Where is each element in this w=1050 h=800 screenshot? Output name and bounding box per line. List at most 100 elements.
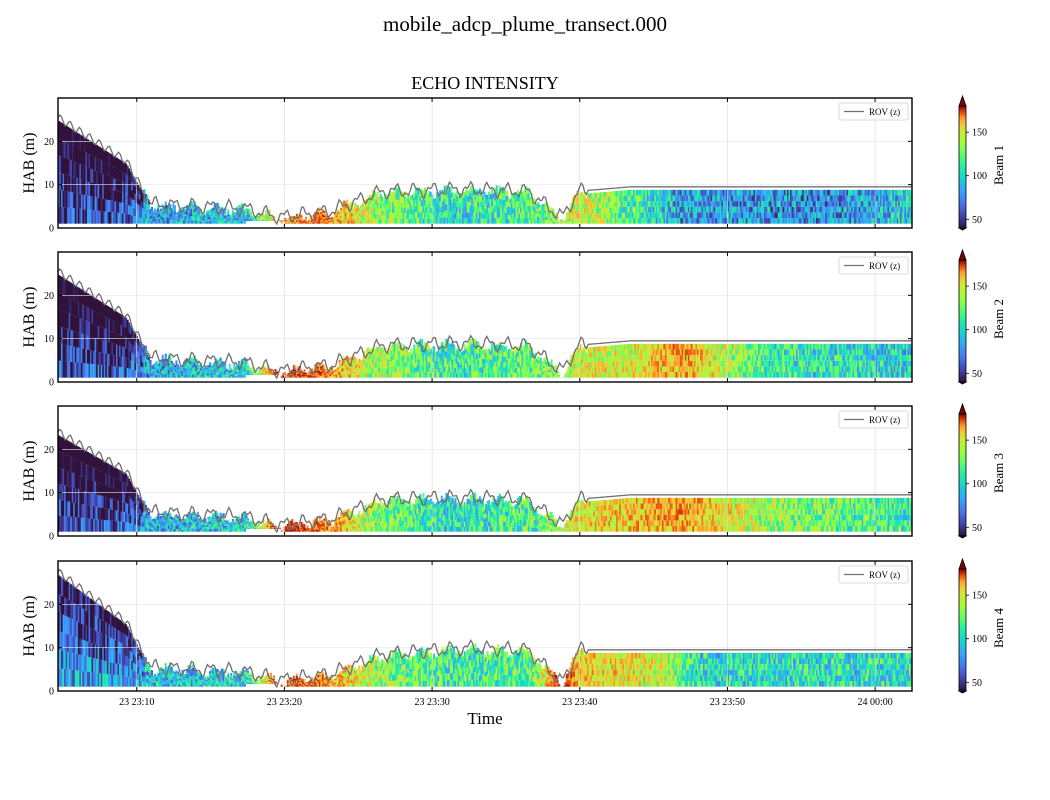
- heatmap-cell: [317, 221, 320, 224]
- heatmap-cell: [337, 370, 340, 373]
- heatmap-cell: [259, 219, 262, 222]
- heatmap-cell: [175, 363, 178, 367]
- heatmap-cell: [244, 211, 247, 215]
- heatmap-cell: [600, 207, 603, 214]
- heatmap-cell: [294, 222, 297, 224]
- heatmap-cell: [149, 360, 152, 363]
- heatmap-cell: [183, 213, 186, 216]
- heatmap-cell: [344, 212, 347, 217]
- heatmap-cell: [587, 203, 590, 209]
- heatmap-cell: [321, 209, 324, 212]
- heatmap-cell: [581, 213, 584, 219]
- heatmap-cell: [385, 369, 388, 374]
- heatmap-cell: [446, 204, 449, 211]
- heatmap-cell: [129, 368, 132, 378]
- heatmap-cell: [138, 359, 141, 366]
- heatmap-cell: [208, 219, 211, 222]
- heatmap-cell: [600, 197, 603, 203]
- heatmap-cell: [369, 368, 372, 374]
- heatmap-cell: [593, 218, 596, 224]
- heatmap-cell: [312, 372, 315, 374]
- heatmap-cell: [497, 196, 500, 202]
- heatmap-cell: [428, 202, 431, 208]
- heatmap-columns: [58, 121, 913, 224]
- heatmap-cell: [878, 195, 881, 202]
- heatmap-cell: [520, 212, 523, 219]
- heatmap-cell: [393, 347, 396, 354]
- heatmap-cell: [805, 218, 808, 224]
- heatmap-cell: [111, 366, 114, 378]
- heatmap-cell: [254, 373, 257, 375]
- heatmap-cell: [596, 197, 599, 203]
- heatmap-cell: [410, 195, 413, 201]
- heatmap-cell: [889, 212, 892, 219]
- heatmap-cell: [587, 208, 590, 214]
- heatmap-cell: [463, 349, 466, 356]
- heatmap-cell: [387, 208, 390, 214]
- heatmap-cell: [570, 216, 573, 221]
- heatmap-cell: [106, 211, 109, 224]
- heatmap-cell: [74, 331, 77, 347]
- heatmap-cell: [73, 192, 76, 209]
- heatmap-cell: [463, 197, 466, 203]
- heatmap-cell: [361, 217, 364, 221]
- heatmap-cell: [574, 210, 577, 215]
- heatmap-cell: [742, 195, 745, 202]
- heatmap-cell: [462, 359, 465, 365]
- heatmap-cell: [263, 372, 266, 374]
- heatmap-cell: [495, 204, 498, 211]
- heatmap-cell: [315, 221, 318, 224]
- heatmap-cell: [257, 218, 260, 220]
- heatmap-cell: [553, 219, 556, 222]
- heatmap-cell: [729, 189, 732, 196]
- heatmap-cell: [213, 375, 216, 378]
- heatmap-cell: [628, 206, 631, 213]
- heatmap-cell: [741, 206, 744, 213]
- heatmap-cell: [379, 213, 382, 219]
- heatmap-cell: [466, 190, 469, 196]
- heatmap-cell: [895, 218, 898, 224]
- heatmap-cell: [225, 373, 228, 375]
- heatmap-cell: [841, 189, 844, 196]
- heatmap-cell: [262, 372, 265, 374]
- heatmap-cell: [228, 375, 231, 378]
- heatmap-cell: [803, 201, 806, 207]
- heatmap-cell: [414, 363, 417, 368]
- heatmap-cell: [170, 218, 173, 222]
- heatmap-cell: [239, 372, 242, 375]
- heatmap-cell: [414, 368, 417, 373]
- heatmap-cell: [451, 341, 454, 348]
- heatmap-cell: [721, 212, 724, 219]
- heatmap-cell: [233, 366, 236, 369]
- heatmap-cell: [820, 189, 823, 196]
- heatmap-cell: [619, 218, 622, 224]
- heatmap-cell: [228, 216, 231, 218]
- heatmap-cell: [434, 356, 437, 361]
- heatmap-cell: [97, 184, 100, 198]
- heatmap-cell: [297, 375, 300, 378]
- heatmap-cell: [767, 201, 770, 207]
- heatmap-cell: [64, 124, 67, 142]
- heatmap-cell: [460, 351, 463, 357]
- heatmap-cell: [146, 368, 149, 374]
- heatmap-cell: [422, 190, 425, 197]
- heatmap-cell: [689, 206, 692, 213]
- heatmap-cell: [263, 217, 266, 219]
- heatmap-cell: [97, 364, 100, 378]
- heatmap-cell: [413, 192, 416, 198]
- heatmap-cell: [363, 360, 366, 365]
- heatmap-cell: [295, 218, 298, 221]
- heatmap-cell: [234, 214, 237, 217]
- heatmap-cell: [288, 375, 291, 377]
- heatmap-cell: [79, 208, 82, 224]
- heatmap-cell: [582, 194, 585, 199]
- heatmap-cell: [94, 351, 97, 365]
- heatmap-cell: [395, 192, 398, 199]
- heatmap-cell: [134, 355, 137, 363]
- heatmap-cell: [126, 185, 129, 195]
- heatmap-cell: [227, 371, 230, 373]
- heatmap-cell: [788, 212, 791, 219]
- heatmap-cell: [169, 207, 172, 211]
- heatmap-cell: [675, 189, 678, 196]
- heatmap-cell: [123, 193, 126, 204]
